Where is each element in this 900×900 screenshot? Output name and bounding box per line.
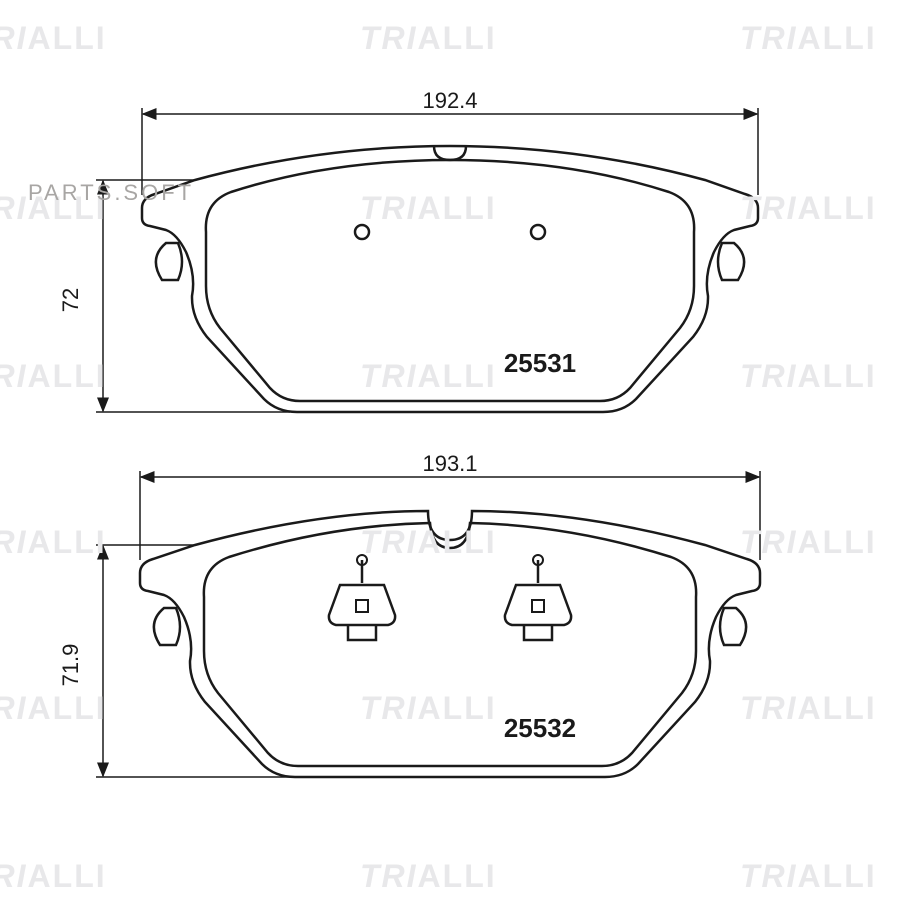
- top-width-dim: 192.4: [422, 88, 477, 113]
- top-height-dim: 72: [58, 288, 83, 312]
- bottom-width-dim: 193.1: [422, 451, 477, 476]
- top-inner-pad: [206, 160, 694, 401]
- bottom-clip-right: [505, 555, 571, 640]
- bottom-clip-left: [329, 555, 395, 640]
- bottom-outer-plate: [140, 511, 760, 777]
- top-outer-plate: [142, 146, 758, 412]
- bottom-pad-group: 193.1 71.9: [58, 451, 760, 777]
- bottom-inner-pad: [204, 523, 696, 766]
- bottom-part-number: 25532: [504, 713, 576, 743]
- bottom-height-dim: 71.9: [58, 644, 83, 687]
- top-pad-group: 192.4 72 25531: [58, 88, 758, 412]
- diagram-canvas: TRIALLITRIALLITRIALLITRIALLITRIALLITRIAL…: [0, 0, 900, 900]
- technical-drawing: 192.4 72 25531: [0, 0, 900, 900]
- parts-soft-overlay: PARTS.SOFT: [28, 180, 194, 206]
- top-part-number: 25531: [504, 348, 576, 378]
